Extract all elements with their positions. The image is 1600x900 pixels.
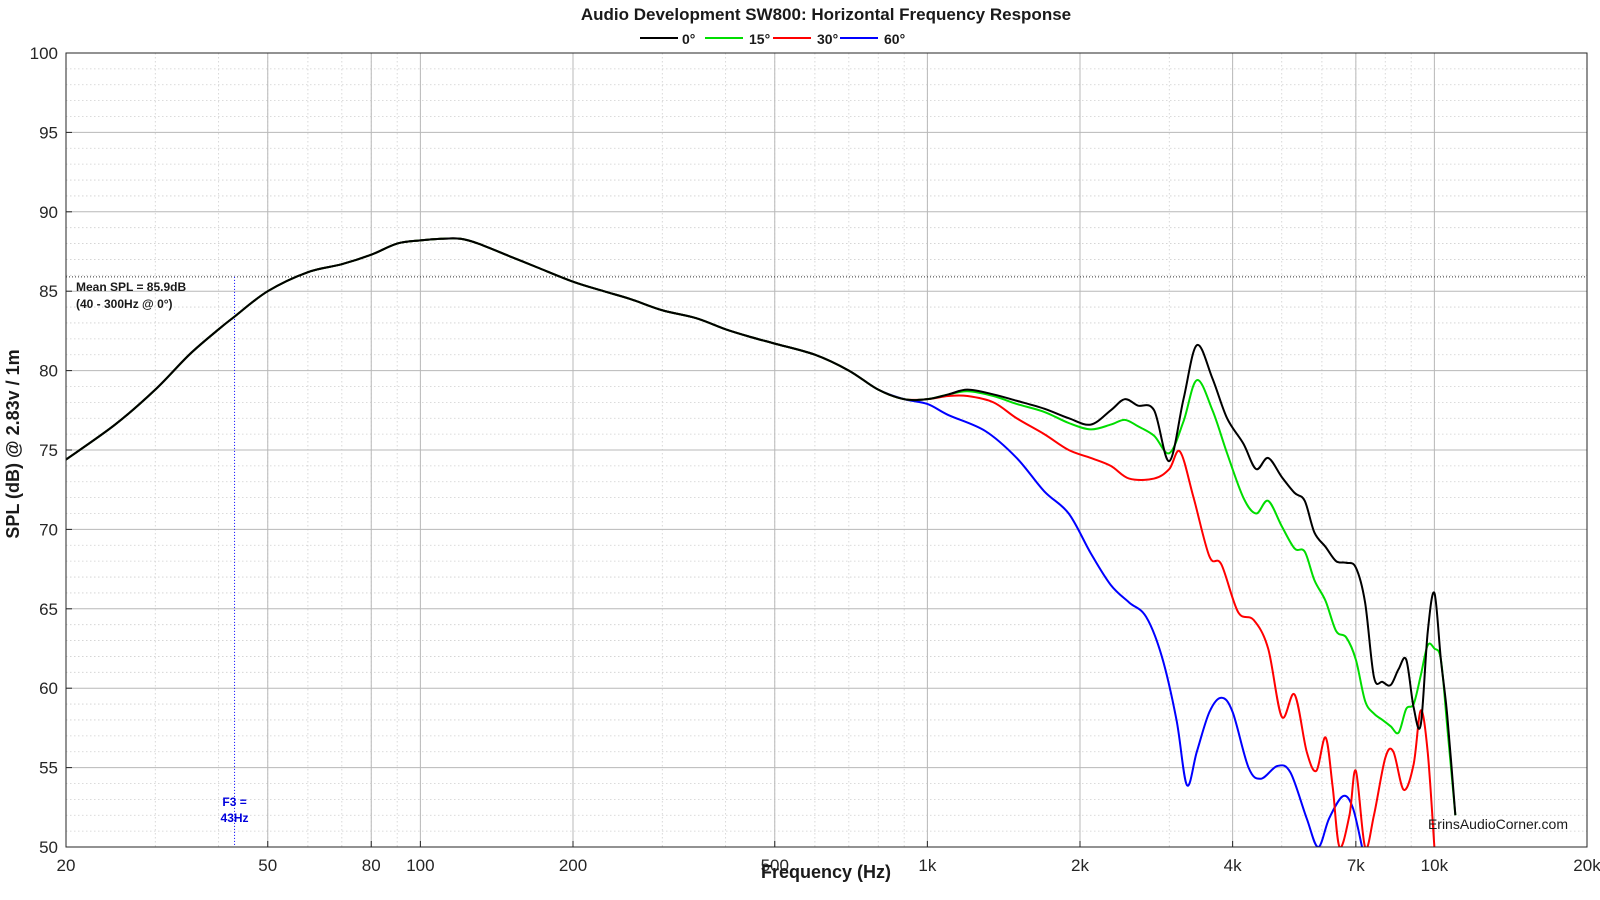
f3-value-label: 43Hz — [221, 811, 249, 825]
y-tick-label: 50 — [39, 838, 58, 857]
legend-label: 60° — [884, 31, 905, 47]
y-tick-label: 70 — [39, 520, 58, 539]
y-tick-label: 65 — [39, 600, 58, 619]
y-tick-label: 80 — [39, 362, 58, 381]
x-tick-label: 500 — [761, 856, 789, 875]
f3-label: F3 = — [222, 795, 246, 809]
y-tick-label: 85 — [39, 282, 58, 301]
mean-spl-label: Mean SPL = 85.9dB — [76, 280, 186, 294]
mean-spl-range-label: (40 - 300Hz @ 0°) — [76, 297, 173, 311]
legend-label: 15° — [749, 31, 770, 47]
x-tick-label: 10k — [1421, 856, 1449, 875]
plot-frame — [65, 52, 1588, 848]
x-tick-label: 20 — [57, 856, 76, 875]
x-tick-label: 20k — [1573, 856, 1600, 875]
y-tick-label: 60 — [39, 679, 58, 698]
x-axis-ticks: 20 50 80 100 200 500 1k 2k 4k 7k 10k 20k — [57, 841, 1600, 875]
y-tick-label: 95 — [39, 123, 58, 142]
series-line-0deg — [66, 237, 1457, 816]
x-tick-label: 1k — [918, 856, 936, 875]
legend-label: 0° — [682, 31, 695, 47]
y-tick-label: 75 — [39, 441, 58, 460]
x-tick-label: 4k — [1224, 856, 1242, 875]
watermark-text: ErinsAudioCorner.com — [1428, 816, 1568, 832]
y-axis-label: SPL (dB) @ 2.83v / 1m — [3, 349, 23, 538]
x-tick-label: 50 — [258, 856, 277, 875]
y-tick-label: 100 — [30, 44, 58, 63]
y-axis-ticks: 50 55 60 65 70 75 80 85 90 95 100 — [30, 44, 72, 857]
series-layer — [66, 237, 1457, 847]
x-tick-label: 200 — [559, 856, 587, 875]
legend: 0° 15° 30° 60° — [640, 31, 905, 47]
chart-title: Audio Development SW800: Horizontal Freq… — [581, 5, 1071, 24]
legend-label: 30° — [817, 31, 838, 47]
x-tick-label: 100 — [406, 856, 434, 875]
x-tick-label: 80 — [362, 856, 381, 875]
y-tick-label: 55 — [39, 759, 58, 778]
x-tick-label: 7k — [1347, 856, 1365, 875]
annotations: Mean SPL = 85.9dB (40 - 300Hz @ 0°) F3 = 43… — [66, 276, 1587, 847]
x-axis-label: Frequency (Hz) — [761, 862, 891, 882]
y-tick-label: 90 — [39, 203, 58, 222]
x-tick-label: 2k — [1071, 856, 1089, 875]
